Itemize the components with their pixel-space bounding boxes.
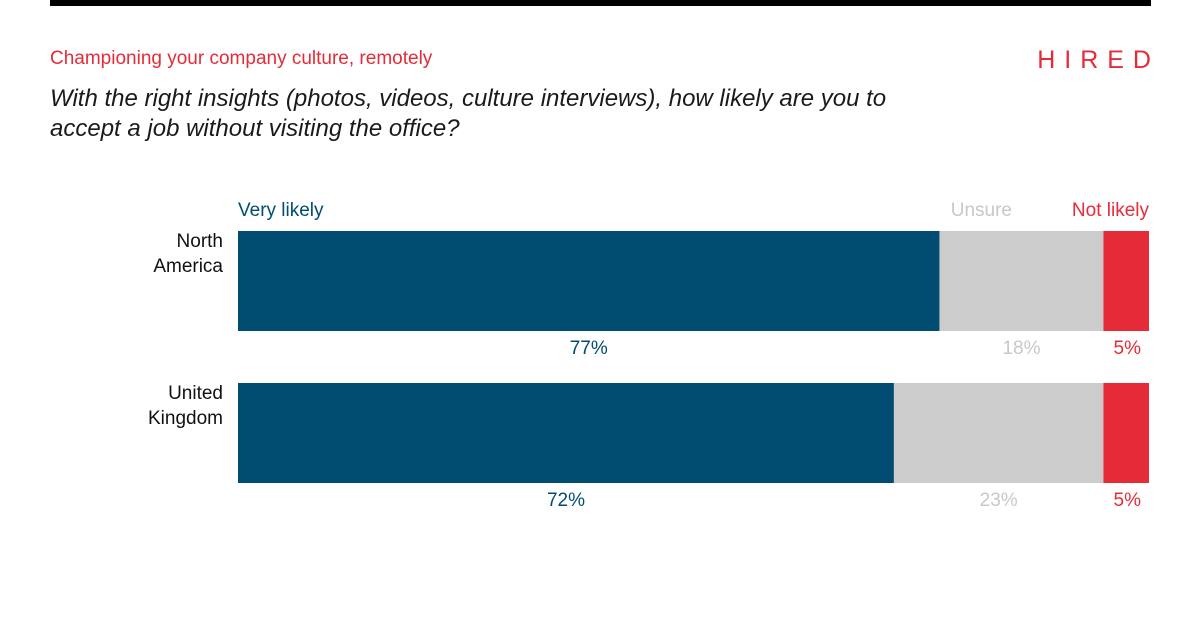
top-rule: [50, 0, 1151, 6]
legend-very-likely: Very likely: [238, 200, 324, 221]
survey-question: With the right insights (photos, videos,…: [50, 85, 887, 142]
bar-united-kingdom-very-likely: [238, 383, 894, 483]
value-label-united-kingdom-unsure: 23%: [980, 490, 1018, 511]
value-label-united-kingdom-very-likely: 72%: [547, 490, 585, 511]
row-label-north-america: North America: [153, 231, 223, 277]
bar-north-america-unsure: [939, 231, 1104, 331]
legend-not-likely: Not likely: [1072, 200, 1150, 221]
bar-united-kingdom-unsure: [893, 383, 1104, 483]
section-subtitle: Championing your company culture, remote…: [50, 48, 433, 69]
value-label-united-kingdom-not-likely: 5%: [1114, 490, 1142, 511]
bar-north-america-very-likely: [238, 231, 940, 331]
hired-logo: HIRED: [1037, 46, 1160, 74]
bar-north-america-not-likely: [1103, 231, 1149, 331]
bar-united-kingdom-not-likely: [1103, 383, 1149, 483]
legend-unsure: Unsure: [951, 200, 1012, 221]
value-label-north-america-unsure: 18%: [1002, 338, 1040, 359]
row-label-united-kingdom: United Kingdom: [148, 383, 223, 429]
value-label-north-america-not-likely: 5%: [1114, 338, 1142, 359]
value-label-north-america-very-likely: 77%: [570, 338, 608, 359]
